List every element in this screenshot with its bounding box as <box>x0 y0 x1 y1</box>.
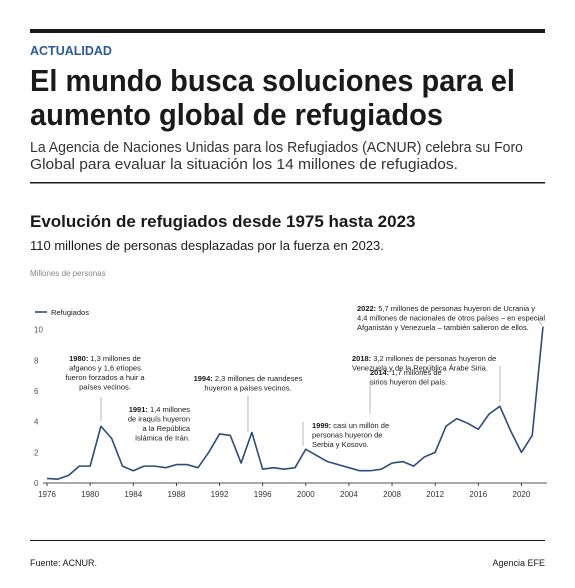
annotation-text: casi un millón de <box>331 421 389 430</box>
x-tick-label: 2012 <box>426 490 444 499</box>
divider <box>30 182 545 184</box>
annotation: 2018: 3,2 millones de personas huyeron d… <box>352 354 496 363</box>
x-tick-label: 2008 <box>383 490 401 499</box>
x-tick-label: 1988 <box>167 490 185 499</box>
annotation-text: 2,3 millones de ruandeses <box>213 374 303 383</box>
annotation: 1991: 1,4 millones <box>129 405 191 414</box>
annotation: personas huyeron de <box>312 431 382 440</box>
x-tick-label: 1980 <box>81 490 99 499</box>
x-tick-label: 1992 <box>211 490 229 499</box>
annotation-text: fueron forzados a huir a <box>65 373 145 382</box>
lead-text: Global para evaluar la situación los 14 … <box>30 157 458 173</box>
annotation: 1999: casi un millón de <box>312 421 389 430</box>
x-tick-label: 1976 <box>38 490 56 499</box>
y-tick-label: 2 <box>34 448 39 457</box>
annotation: Serbia y Kosovo. <box>312 440 369 449</box>
annotation-leader <box>534 315 543 326</box>
annotation: huyeron a países vecinos. <box>204 384 291 393</box>
legend-label: Refugiados <box>51 308 89 317</box>
y-tick-label: 0 <box>34 479 39 488</box>
annotation-text: 1,4 millones <box>148 405 190 414</box>
headline: aumento global de refugiados <box>30 97 443 132</box>
annotation: afganos y 1,6 etíopes <box>69 364 141 373</box>
y-axis-label: Millones de personas <box>30 269 106 278</box>
annotation: 1980: 1,3 millones de <box>69 354 141 363</box>
annotation: Venezuela y de la República Árabe Siria. <box>352 364 488 373</box>
x-tick-label: 1996 <box>254 490 272 499</box>
annotation-year: 1991: <box>129 405 148 414</box>
annotation-text: 1,3 millones de <box>88 354 141 363</box>
annotation-year: 2022: <box>357 304 376 313</box>
annotation: 4,4 millones de nacionales de otros país… <box>357 314 545 323</box>
annotation-year: 1999: <box>312 421 331 430</box>
annotation-text: 5,7 millones de personas huyeron de Ucra… <box>376 304 535 313</box>
annotation: 1994: 2,3 millones de ruandeses <box>194 374 303 383</box>
annotation-year: 1980: <box>69 354 88 363</box>
x-tick-label: 2020 <box>513 490 531 499</box>
x-tick-label: 2004 <box>340 490 358 499</box>
annotation-text: países vecinos. <box>79 383 131 392</box>
y-tick-label: 10 <box>34 326 43 335</box>
annotation-year: 2018: <box>352 354 371 363</box>
annotation-text: Afganistán y Venezuela – también saliero… <box>357 323 529 332</box>
annotation-text: 3,2 millones de personas huyeron de <box>371 354 496 363</box>
agency: Agencia EFE <box>492 558 545 568</box>
annotation-text: afganos y 1,6 etíopes <box>69 364 141 373</box>
annotation-text: a la República <box>142 424 190 433</box>
y-tick-label: 4 <box>34 418 39 427</box>
series-line <box>46 326 544 480</box>
annotation-text: 4,4 millones de nacionales de otros país… <box>357 314 545 323</box>
annotation: Islámica de Irán. <box>135 434 190 443</box>
annotation: 2014: 1,7 millones de <box>370 368 442 377</box>
section-label: ACTUALIDAD <box>30 44 112 58</box>
annotation-text: de iraquís huyeron <box>128 415 190 424</box>
annotation-text: sirios huyeron del país. <box>370 378 447 387</box>
annotation: países vecinos. <box>79 383 131 392</box>
annotation: sirios huyeron del país. <box>370 378 447 387</box>
annotation-text: Serbia y Kosovo. <box>312 440 369 449</box>
lead-text: La Agencia de Naciones Unidas para los R… <box>30 140 523 156</box>
annotation-text: Venezuela y de la República Árabe Siria. <box>352 364 488 373</box>
x-tick-label: 1984 <box>124 490 142 499</box>
chart-title: Evolución de refugiados desde 1975 hasta… <box>30 212 416 231</box>
annotation-text: personas huyeron de <box>312 431 382 440</box>
annotation-year: 1994: <box>194 374 213 383</box>
annotation: de iraquís huyeron <box>128 415 190 424</box>
x-tick-label: 2000 <box>297 490 315 499</box>
annotation: Afganistán y Venezuela – también saliero… <box>357 323 529 332</box>
y-tick-label: 6 <box>34 387 39 396</box>
headline: El mundo busca soluciones para el <box>30 63 515 98</box>
top-rule <box>30 29 545 33</box>
annotation: 2022: 5,7 millones de personas huyeron d… <box>357 304 535 313</box>
annotation-text: 1,7 millones de <box>389 368 442 377</box>
chart-subtitle: 110 millones de personas desplazadas por… <box>30 238 384 253</box>
annotation: a la República <box>142 424 190 433</box>
annotation-text: huyeron a países vecinos. <box>204 384 291 393</box>
source: Fuente: ACNUR. <box>30 558 97 568</box>
y-tick-label: 8 <box>34 356 39 365</box>
annotation: fueron forzados a huir a <box>65 373 145 382</box>
annotation-text: Islámica de Irán. <box>135 434 190 443</box>
x-tick-label: 2016 <box>469 490 487 499</box>
annotation-year: 2014: <box>370 368 389 377</box>
footer-rule <box>30 540 545 541</box>
